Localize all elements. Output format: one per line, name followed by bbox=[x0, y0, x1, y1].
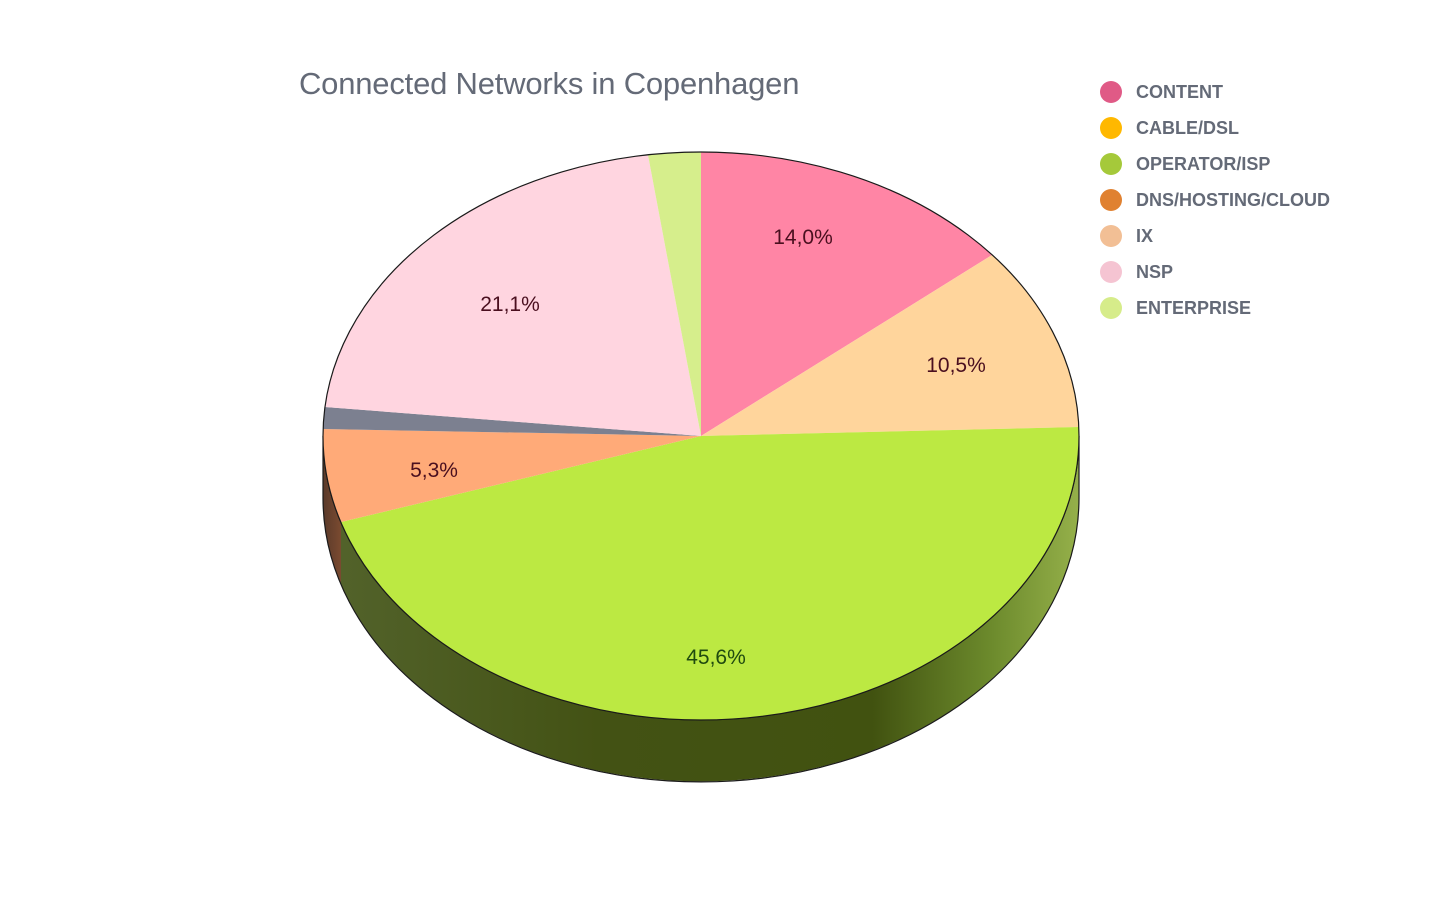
chart-title: Connected Networks in Copenhagen bbox=[299, 66, 800, 101]
legend-item-enterprise[interactable]: ENTERPRISE bbox=[1100, 290, 1330, 326]
label-cable-dsl: 10,5% bbox=[926, 354, 986, 377]
legend-item-dns-hosting-cloud[interactable]: DNS/HOSTING/CLOUD bbox=[1100, 182, 1330, 218]
label-operator-isp: 45,6% bbox=[686, 646, 746, 669]
legend-swatch-icon bbox=[1100, 297, 1122, 319]
legend-swatch-icon bbox=[1100, 81, 1122, 103]
label-nsp: 21,1% bbox=[480, 293, 540, 316]
slice-operator-isp[interactable] bbox=[341, 427, 1080, 720]
label-ix: 5,3% bbox=[410, 459, 458, 482]
pie-slices bbox=[322, 151, 1080, 721]
slice-nsp[interactable] bbox=[325, 155, 701, 436]
legend-label: CABLE/DSL bbox=[1136, 117, 1239, 138]
side-operator-isp bbox=[341, 436, 1079, 782]
legend-swatch-icon bbox=[1100, 117, 1122, 139]
legend-label: CONTENT bbox=[1136, 81, 1223, 102]
slice-content[interactable] bbox=[701, 152, 992, 436]
legend-label: DNS/HOSTING/CLOUD bbox=[1136, 189, 1331, 210]
legend-item-nsp[interactable]: NSP bbox=[1100, 254, 1330, 290]
legend-label: OPERATOR/ISP bbox=[1136, 153, 1271, 174]
legend-item-ix[interactable]: IX bbox=[1100, 218, 1330, 254]
legend-swatch-icon bbox=[1100, 189, 1122, 211]
legend: CONTENT CABLE/DSL OPERATOR/ISP DNS/HOSTI… bbox=[1100, 74, 1330, 326]
label-content: 14,0% bbox=[773, 226, 833, 249]
legend-swatch-icon bbox=[1100, 261, 1122, 283]
legend-label: NSP bbox=[1136, 261, 1174, 282]
legend-item-content[interactable]: CONTENT bbox=[1100, 74, 1330, 110]
legend-label: ENTERPRISE bbox=[1136, 297, 1252, 318]
data-labels: 14,0% 10,5% 45,6% 5,3% 21,1% bbox=[410, 226, 986, 669]
legend-item-operator-isp[interactable]: OPERATOR/ISP bbox=[1100, 146, 1330, 182]
legend-label: IX bbox=[1136, 225, 1154, 246]
legend-swatch-icon bbox=[1100, 225, 1122, 247]
slice-ix[interactable] bbox=[322, 429, 701, 522]
slice-enterprise[interactable] bbox=[648, 152, 701, 436]
side-ix bbox=[323, 436, 341, 584]
legend-item-cable-dsl[interactable]: CABLE/DSL bbox=[1100, 110, 1330, 146]
legend-swatch-icon bbox=[1100, 153, 1122, 175]
slice-cable-dsl[interactable] bbox=[701, 255, 1079, 436]
slice-dns-hosting-cloud[interactable] bbox=[323, 407, 701, 436]
